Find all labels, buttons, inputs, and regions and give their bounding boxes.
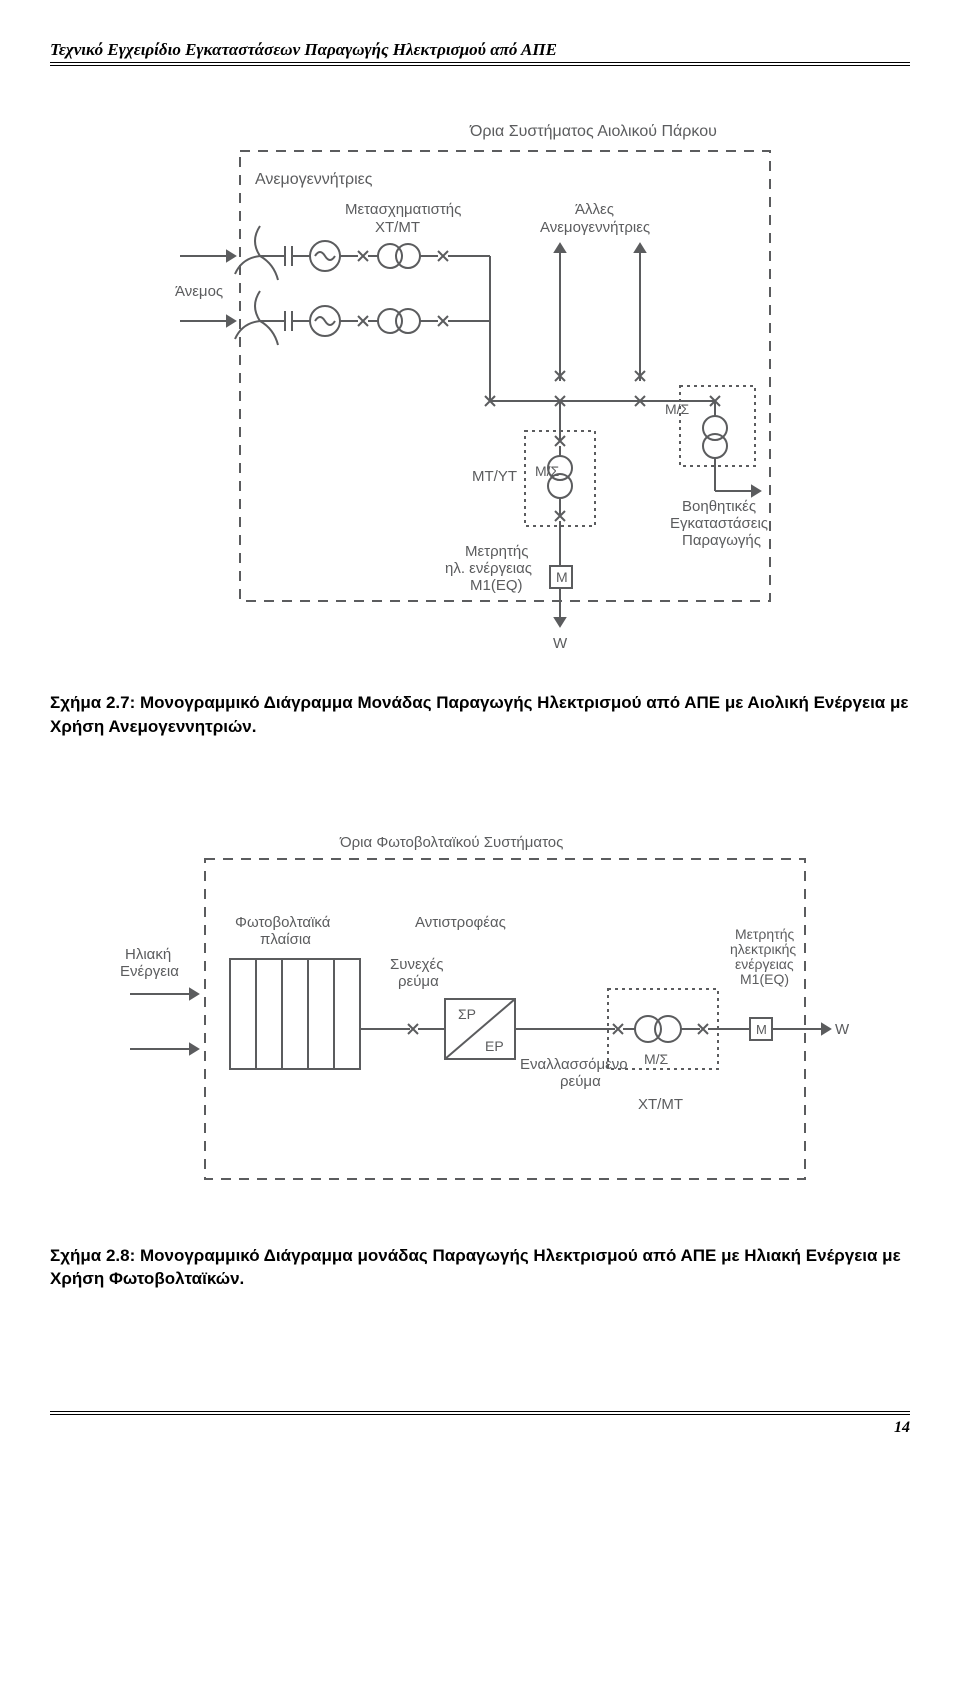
header-rule (50, 65, 910, 66)
meter-symbol: M (556, 569, 568, 585)
mtyt-label: ΜΤ/ΥΤ (472, 468, 517, 485)
page-header: Τεχνικό Εγχειρίδιο Εγκαταστάσεων Παραγωγ… (50, 40, 910, 63)
boundary-label: Όρια Συστήματος Αιολικού Πάρκου (469, 123, 717, 140)
figure-2-7-caption: Σχήμα 2.7: Μονογραμμικό Διάγραμμα Μονάδα… (50, 691, 910, 739)
inverter-label: Αντιστροφέας (415, 914, 506, 931)
xtmt-label-2: ΧΤ/ΜΤ (638, 1096, 683, 1113)
xtmt-label: Μετασχηματιστής ΧΤ/ΜΤ (345, 201, 466, 236)
aux-label: Βοηθητικές Εγκαταστάσεις Παραγωγής (670, 498, 772, 549)
ms-aux-label: Μ/Σ (665, 401, 690, 417)
w-output: W (553, 635, 568, 652)
pv-boundary-label: Όρια Φωτοβολταϊκού Συστήματος (339, 834, 563, 851)
ac-label: Εναλλασσόμενο ρεύμα (520, 1056, 632, 1090)
pv-meter-symbol: M (756, 1022, 767, 1037)
meter-label: Μετρητής ηλ. ενέργειας Μ1(EQ) (445, 543, 536, 594)
dc-label: Συνεχές ρεύμα (390, 956, 448, 990)
page-number: 14 (50, 1419, 910, 1437)
pv-system-diagram: Όρια Φωτοβολταϊκού Συστήματος Ηλιακή Ενέ… (110, 809, 850, 1209)
pv-meter-label: Μετρητής ηλεκτρικής ενέργειας Μ1(EQ) (730, 926, 800, 987)
figure-2-8-caption: Σχήμα 2.8: Μονογραμμικό Διάγραμμα μονάδα… (50, 1244, 910, 1292)
wind-label: Άνεμος (175, 283, 223, 300)
ms-main-label: Μ/Σ (535, 463, 560, 479)
panels-label: Φωτοβολταϊκά πλαίσια (235, 914, 335, 948)
footer-rule-bottom (50, 1414, 910, 1415)
figure-2-8: Όρια Φωτοβολταϊκού Συστήματος Ηλιακή Ενέ… (50, 809, 910, 1214)
generators-label: Ανεμογεννήτριες (255, 171, 373, 188)
ms-label: Μ/Σ (644, 1051, 669, 1067)
sp-label: ΣΡ (458, 1006, 476, 1022)
pv-w-output: W (835, 1021, 850, 1038)
figure-2-7: Όρια Συστήματος Αιολικού Πάρκου Ανεμογεν… (50, 96, 910, 661)
solar-label: Ηλιακή Ενέργεια (120, 946, 179, 980)
footer-rule-top (50, 1411, 910, 1412)
wind-park-diagram: Όρια Συστήματος Αιολικού Πάρκου Ανεμογεν… (160, 96, 800, 656)
other-gen-label: Άλλες Ανεμογεννήτριες (540, 201, 650, 236)
ep-label: ΕΡ (485, 1038, 504, 1054)
